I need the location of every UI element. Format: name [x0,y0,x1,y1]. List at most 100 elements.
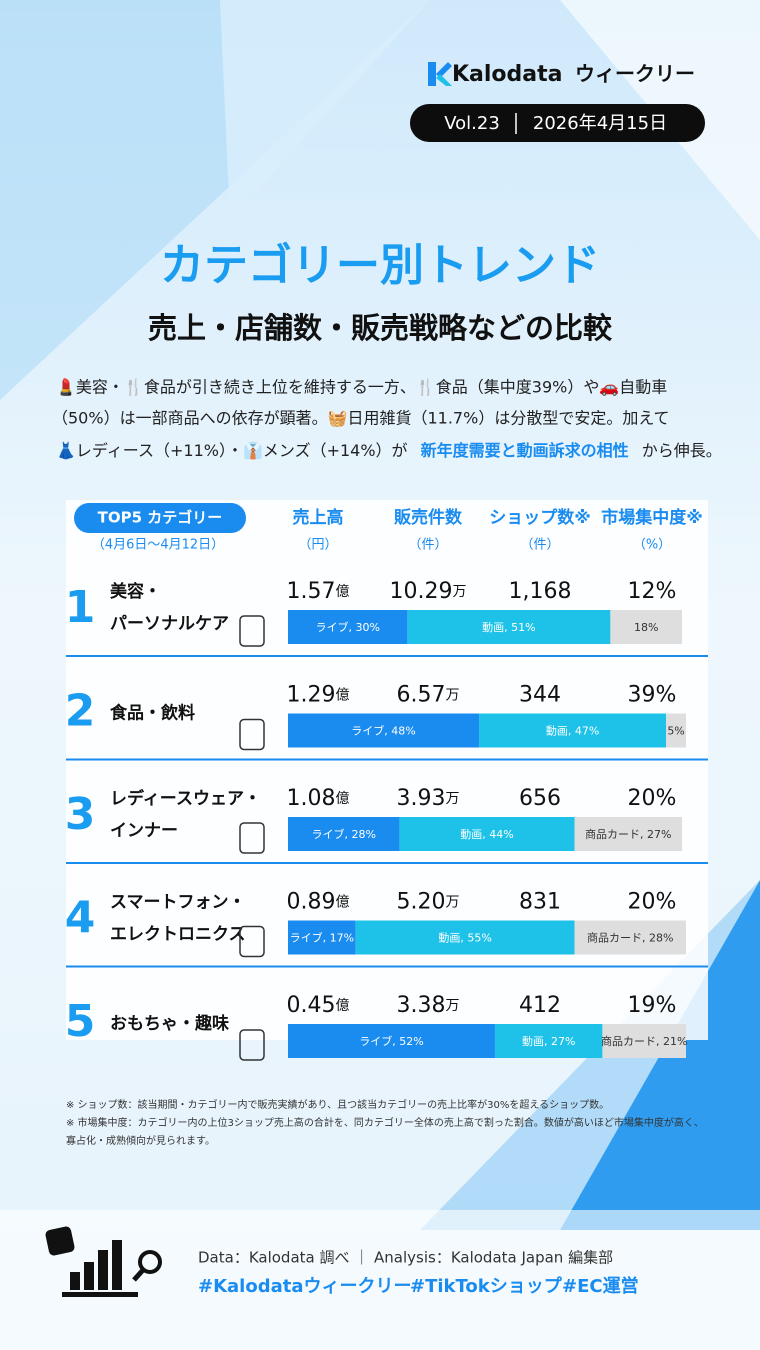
segment-label: ライブ, 28% [311,827,375,841]
column-unit: （件） [520,538,559,553]
sales: 0.45億 [287,993,350,1018]
count-unit: 万 [445,688,459,704]
subtitle: 売上・店舗数・販売戦略などの比較 [148,311,613,345]
sales-value: 1.29 [287,683,336,708]
category-icon [239,1029,265,1061]
count-value: 10.29 [390,579,453,604]
count: 3.38万 [397,993,460,1018]
count: 5.20万 [397,890,460,915]
concentration: 20% [628,890,677,915]
segment-label: 動画, 55% [438,931,491,945]
logo [428,62,436,86]
table: 売上高 （円） 販売件数 （件） ショップ数※ （件） 市場集中度※ （%） 1 美容・パーソナル… [65,507,708,1061]
count-unit: 万 [452,584,466,600]
category-icon [239,925,265,958]
sales-unit: 億 [335,584,349,600]
title: カテゴリー別トレンド [160,240,600,291]
footer-panel [0,1210,760,1350]
intro-line: （50%）は一部商品への依存が顕著。🧺日用雑貨（11.7%）は分散型で安定。加え… [52,409,670,428]
category-name: レディースウェア・ [110,788,261,809]
concentration: 39% [628,683,677,708]
count-unit: 万 [445,998,459,1014]
note: 寡占化・成熟傾向が見られます。 [66,1134,215,1147]
column-header: ショップ数※ [489,507,591,528]
shops: 1,168 [509,579,572,604]
rank: 5 [65,996,96,1047]
sales-unit: 億 [335,688,349,704]
badge-text: TOP5 カテゴリー [98,509,223,527]
segment-label: 商品カード, 27% [585,827,671,841]
sales-unit: 億 [335,791,349,807]
note: ※ ショップ数：該当期間・カテゴリー内で販売実績があり、且つ該当カテゴリーの売上… [66,1098,609,1111]
volume: Vol.23 [444,113,500,134]
concentration: 12% [628,579,677,604]
period: （4月6日〜4月12日） [92,538,224,553]
column-unit: （件） [408,538,447,553]
count: 10.29万 [390,579,467,604]
badge [74,503,246,533]
channel-segment [407,610,611,644]
count: 6.57万 [397,683,460,708]
hashtag: #TikTokショップ [410,1275,563,1297]
count-value: 5.20 [397,890,446,915]
segment-label: 動画, 47% [546,724,599,738]
brand: Kalodata [452,62,563,87]
count-unit: 万 [445,791,459,807]
channel-segment [666,713,686,748]
sales: 1.29億 [287,683,350,708]
rank: 2 [65,686,96,737]
column-unit: （円） [298,538,337,553]
segment-label: ライブ, 48% [351,724,415,738]
decor [220,0,430,220]
sales: 1.57億 [287,579,350,604]
concentration: 19% [628,993,677,1018]
volume-pill [410,104,705,142]
segment-label: 動画, 51% [482,620,535,634]
count-value: 3.93 [397,786,446,811]
segment-label: 5% [667,725,684,738]
channel-segment [399,817,575,851]
channel-segment [574,817,683,851]
channel-segment [610,610,683,644]
sales: 0.89億 [287,890,350,915]
sales: 1.08億 [287,786,350,811]
count-value: 3.38 [397,993,446,1018]
category-name: スマートフォン・ [110,893,246,913]
hashtag: #EC運営 [562,1275,639,1297]
intro-text: から伸長。 [642,441,722,460]
category-name: エレクトロニクス [110,925,246,945]
segment-label: ライブ, 30% [315,620,379,634]
shops: 831 [519,890,561,915]
sales-value: 0.89 [287,890,336,915]
segment-label: 商品カード, 21% [601,1034,687,1048]
category-name: パーソナルケア [110,614,229,634]
rank: 1 [65,582,96,633]
rank: 3 [65,789,96,840]
column-unit: （%） [633,538,671,553]
segment-label: 動画, 27% [522,1034,575,1048]
segment-label: 動画, 44% [460,827,513,841]
category-icon [239,718,265,751]
category-name: 美容・ [110,581,161,602]
hashtag: #Kalodataウィークリー [198,1276,412,1297]
channel-segment [574,920,686,955]
count-unit: 万 [445,895,459,911]
sales-unit: 億 [335,895,349,911]
table-panel [66,500,708,1040]
shops: 344 [519,683,561,708]
category-name: おもちゃ・趣味 [110,1013,229,1034]
category-name: インナー [110,821,178,841]
intro-highlight: 新年度需要と動画訴求の相性 [421,441,629,460]
count-value: 6.57 [397,683,446,708]
segment-label: 商品カード, 28% [587,931,673,945]
channel-segment [288,920,356,955]
intro-line: 💄美容・🍴食品が引き続き上位を維持する一方、🍴食品（集中度39%）や🚗自動車 [56,378,667,397]
segment-label: ライブ, 52% [359,1034,423,1048]
shops: 412 [519,993,561,1018]
intro-line: 👗レディース（+11%）・👔メンズ（+14%）が 新年度需要と動画訴求の相性 か… [56,441,722,460]
column-header: 販売件数 [394,507,463,528]
column-header: 市場集中度※ [601,507,703,528]
brand-series: ウィークリー [575,62,695,86]
category-icon [239,822,265,854]
